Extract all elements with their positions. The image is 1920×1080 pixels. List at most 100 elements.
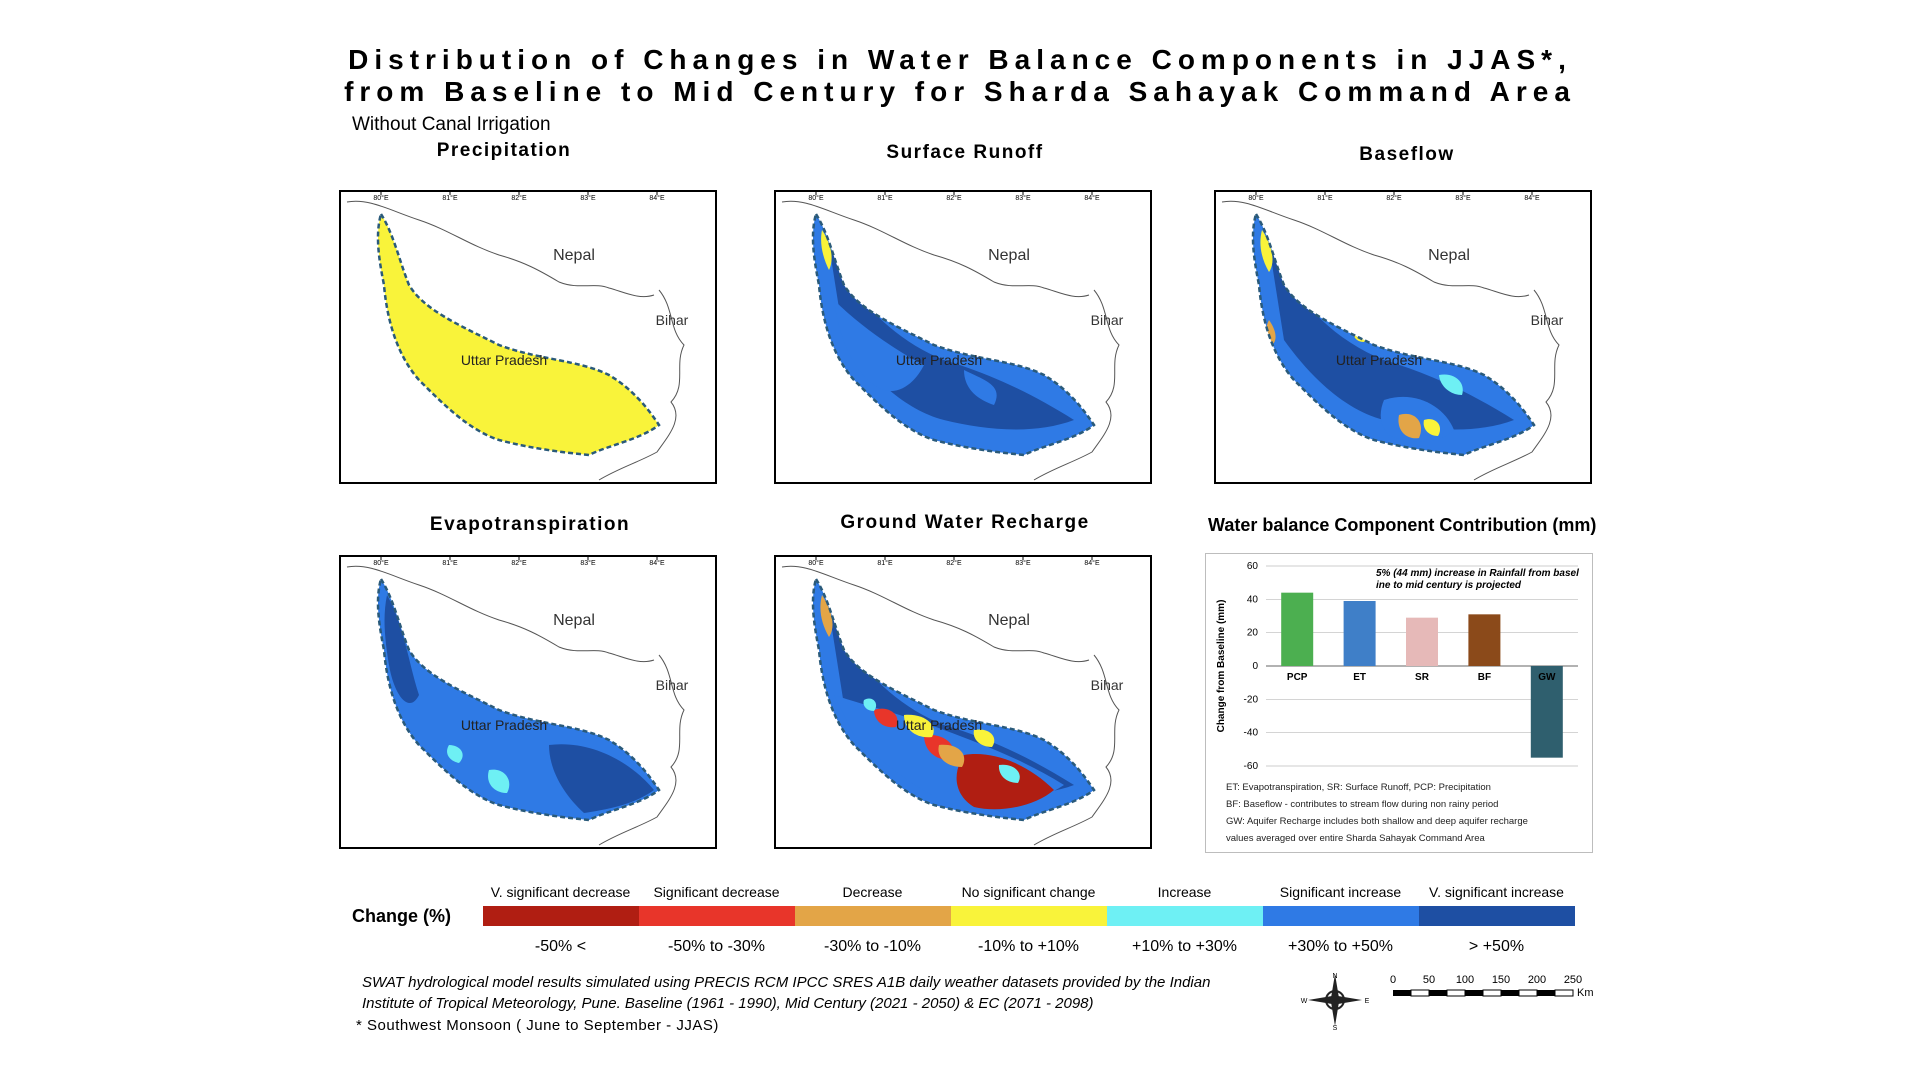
y-tick-label: 20	[1247, 628, 1259, 639]
lon-tick-label: 84°E	[649, 559, 665, 567]
y-tick-label: 0	[1252, 661, 1258, 672]
legend-category-name: Increase	[1157, 884, 1212, 900]
label-bihar: Bihar	[1531, 312, 1564, 328]
lon-tick-label: 81°E	[442, 194, 458, 202]
chart-annotation-line: ine to mid century is projected	[1376, 580, 1522, 591]
label-nepal: Nepal	[988, 612, 1030, 629]
scale-segment	[1429, 990, 1447, 996]
change-zone	[384, 595, 419, 704]
lon-tick-label: 81°E	[1317, 194, 1333, 202]
change-zone	[1423, 419, 1441, 436]
change-zone	[964, 370, 997, 405]
legend-category-name: Decrease	[842, 884, 903, 900]
compass-icon: N S W E	[1301, 973, 1370, 1032]
lon-tick-label: 84°E	[1084, 194, 1100, 202]
command-area-boundary	[376, 575, 661, 822]
chart-note: BF: Baseflow - contributes to stream flo…	[1226, 799, 1498, 810]
chart-panel: 60 40 20 0 -20 -40 -60 Change from Baseline (mm…	[1205, 553, 1593, 853]
lon-tick-label: 82°E	[946, 559, 962, 567]
lon-tick-label: 83°E	[580, 559, 596, 567]
nepal-border	[781, 565, 1090, 663]
change-zone	[488, 769, 510, 793]
map-panel-baseflow: 80°E 81°E 82°E 83°E 84°E Nepal Bihar Uttar Prad…	[1214, 190, 1594, 486]
command-area-region	[377, 214, 659, 455]
x-category-label: ET	[1353, 672, 1366, 683]
legend-range: > +50%	[1468, 938, 1525, 955]
legend-range: -10% to +10%	[978, 938, 1079, 955]
command-area-boundary	[1251, 210, 1536, 457]
map-svg-surface-runoff: 80°E 81°E 82°E 83°E 84°E Nepal Bihar Uttar Prad…	[774, 190, 1152, 484]
label-uttar-pradesh: Uttar Pradesh	[461, 352, 547, 368]
label-nepal: Nepal	[1428, 247, 1470, 264]
legend-range: +30% to +50%	[1288, 938, 1393, 955]
scale-segment	[1393, 990, 1411, 996]
legend-swatch	[639, 906, 795, 926]
map-title-ground-water-recharge: Ground Water Recharge	[840, 512, 1090, 533]
lon-tick-label: 83°E	[580, 194, 596, 202]
footnote-line2: Institute of Tropical Meteorology, Pune.…	[362, 995, 1094, 1012]
command-area-boundary	[376, 210, 661, 457]
map-panel-surface-runoff: 80°E 81°E 82°E 83°E 84°E Nepal Bihar Uttar Prad…	[774, 190, 1154, 486]
bihar-border	[1473, 289, 1560, 481]
map-panel-ground-water-recharge: 80°E 81°E 82°E 83°E 84°E Nepal Bihar Uttar Prad…	[774, 555, 1154, 851]
scale-unit: Km	[1577, 987, 1594, 999]
change-zone	[1439, 374, 1463, 395]
map-panel-evapotranspiration: 80°E 81°E 82°E 83°E 84°E Nepal Bihar Uttar Prad…	[339, 555, 719, 851]
lon-tick-label: 84°E	[1084, 559, 1100, 567]
lon-tick-label: 83°E	[1015, 194, 1031, 202]
lon-tick-label: 83°E	[1455, 194, 1471, 202]
legend-category-name: V. significant increase	[1429, 884, 1564, 900]
legend-range: -50% <	[534, 938, 587, 955]
legend-label: Change (%)	[352, 906, 451, 926]
lon-tick-label: 84°E	[1524, 194, 1540, 202]
bihar-border	[598, 654, 685, 846]
footnote-line3: * Southwest Monsoon ( June to September …	[356, 1017, 719, 1034]
subtitle: Without Canal Irrigation	[352, 114, 551, 135]
change-zone	[998, 764, 1020, 783]
x-category-label: PCP	[1287, 672, 1308, 683]
lon-tick-label: 80°E	[373, 559, 389, 567]
compass-rose: N S W E	[1300, 970, 1370, 1032]
legend: V. significant decrease -50% < Significant…	[483, 880, 1575, 980]
map-svg-baseflow: 80°E 81°E 82°E 83°E 84°E Nepal Bihar Uttar Prad…	[1214, 190, 1592, 484]
compass-s: S	[1333, 1025, 1338, 1030]
map-panel-precipitation: 80°E 81°E 82°E 83°E 84°E Nepal Bihar Uttar Prad…	[339, 190, 719, 486]
compass-n: N	[1332, 973, 1337, 980]
change-zone	[820, 595, 833, 637]
legend-category-name: Significant increase	[1279, 884, 1402, 900]
bar-chart: 60 40 20 0 -20 -40 -60 Change from Baseline (mm…	[1216, 561, 1579, 844]
lon-tick-label: 82°E	[946, 194, 962, 202]
command-area-boundary	[811, 575, 1096, 822]
change-zone	[904, 714, 934, 738]
nepal-border	[346, 565, 655, 663]
change-zone	[956, 754, 1054, 810]
lon-tick-label: 82°E	[1386, 194, 1402, 202]
y-tick-label: -60	[1244, 761, 1259, 772]
change-zone	[1269, 245, 1514, 430]
legend-category-name: No significant change	[961, 884, 1096, 900]
scale-label: 200	[1528, 974, 1546, 986]
scale-bar: 0 50 100 150 200 250 Km	[1385, 972, 1605, 1008]
footnote-line1: SWAT hydrological model results simulate…	[362, 974, 1211, 991]
change-zone	[874, 708, 898, 728]
change-zone	[863, 698, 877, 711]
lon-tick-label: 82°E	[511, 194, 527, 202]
label-uttar-pradesh: Uttar Pradesh	[896, 717, 982, 733]
compass-e: E	[1365, 998, 1370, 1005]
legend-swatch	[951, 906, 1107, 926]
label-nepal: Nepal	[553, 247, 595, 264]
legend-swatch	[1107, 906, 1263, 926]
legend-swatch	[1263, 906, 1419, 926]
legend-range: -30% to -10%	[824, 938, 921, 955]
lon-tick-label: 80°E	[373, 194, 389, 202]
label-bihar: Bihar	[656, 312, 689, 328]
legend-range: -50% to -30%	[668, 938, 765, 955]
label-bihar: Bihar	[1091, 312, 1124, 328]
change-zone	[1260, 230, 1273, 272]
nepal-border	[781, 200, 1090, 298]
legend-swatch	[483, 906, 639, 926]
map-title-surface-runoff: Surface Runoff	[886, 142, 1044, 163]
map-svg-ground-water-recharge: 80°E 81°E 82°E 83°E 84°E Nepal Bihar Uttar Prad…	[774, 555, 1152, 849]
change-zone	[821, 230, 832, 270]
map-title-precipitation: Precipitation	[436, 140, 572, 161]
